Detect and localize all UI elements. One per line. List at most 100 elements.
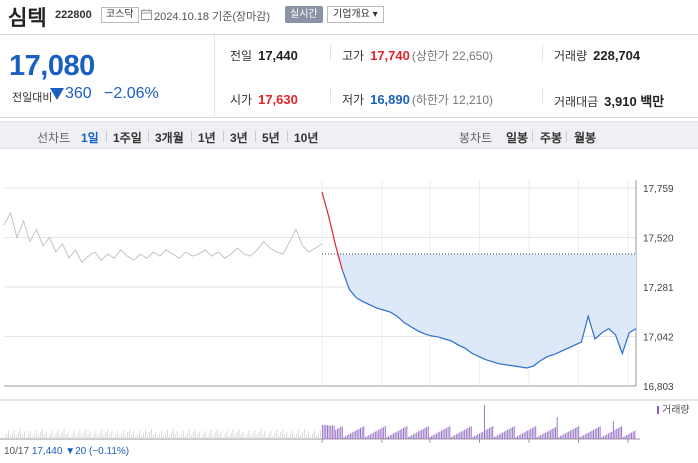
volume-bar-prev	[55, 433, 57, 439]
volume-bar-today	[584, 434, 586, 439]
volume-bar-today	[432, 435, 434, 439]
volume-bar-prev	[145, 429, 146, 439]
volume-bar-today	[459, 432, 461, 439]
volume-bar-today	[371, 433, 373, 439]
volume-bar-today	[500, 433, 502, 439]
prev-day-summary: 10/17 17,440 ▼20 (−0.11%)	[4, 446, 129, 457]
volume-bar-prev	[123, 429, 125, 439]
high-value: 17,740	[370, 48, 410, 63]
volume-bar-today	[617, 428, 619, 439]
volume-bar-prev	[99, 433, 101, 439]
volume-bar-prev	[254, 429, 256, 439]
volume-bar-today	[419, 430, 421, 439]
volume-bar-prev	[272, 436, 274, 439]
period-3y[interactable]: 3년	[230, 131, 248, 145]
volume-bar-today	[330, 425, 332, 439]
volume-bar-prev	[184, 436, 186, 439]
volume-bar-today	[331, 425, 333, 439]
period-daily-candle[interactable]: 일봉	[506, 131, 529, 145]
volume-bar-today	[358, 428, 360, 439]
divider	[566, 131, 567, 142]
volume-bar-today	[341, 426, 343, 439]
volume-bar-prev	[204, 430, 206, 439]
company-overview-button[interactable]: 기업개요 ▾	[327, 6, 384, 23]
volume-bar-prev	[248, 430, 250, 439]
volume-bar-today	[556, 417, 558, 439]
volume-bar-today	[627, 434, 629, 439]
volume-bar-prev	[155, 431, 156, 439]
volume-bar-today	[507, 429, 509, 439]
volume-bar-prev	[37, 435, 39, 439]
volume-bar-today	[538, 436, 540, 439]
volume-bar-today	[604, 435, 606, 439]
divider	[255, 131, 256, 142]
volume-bar-today	[447, 427, 449, 439]
period-1w[interactable]: 1주일	[113, 131, 142, 145]
volume-bar-today	[363, 426, 365, 439]
volume-bar-today	[518, 435, 520, 439]
volume-bar-prev	[69, 437, 71, 439]
volume-bar-today	[482, 431, 484, 439]
volume-bar-today	[619, 427, 621, 439]
volume-legend-swatch	[657, 406, 659, 414]
volume-bar-prev	[8, 430, 9, 439]
volume-bar-today	[416, 432, 418, 439]
period-10y[interactable]: 10년	[294, 131, 319, 145]
volume-bar-today	[353, 431, 355, 439]
volume-bar-today	[631, 432, 632, 439]
period-weekly-candle[interactable]: 주봉	[540, 131, 563, 145]
volume-bar-today	[414, 433, 416, 439]
volume-bar-today	[351, 432, 353, 439]
volume-bar-prev	[87, 434, 89, 439]
volume-bar-today	[442, 429, 444, 439]
volume-bar-today	[579, 437, 581, 439]
volume-bar-today	[444, 428, 446, 439]
volume-bar-prev	[29, 430, 31, 439]
volume-bar-today	[543, 433, 545, 439]
volume-bar-prev	[276, 429, 278, 439]
volume-bar-prev	[220, 431, 222, 439]
volume-bar-today	[586, 433, 588, 439]
volume-bar-today	[624, 436, 626, 439]
volume-bar-prev	[262, 434, 264, 439]
volume-bar-prev	[208, 433, 210, 439]
volume-bar-today	[502, 432, 504, 439]
volume-bar-today	[383, 427, 385, 439]
amount-value: 3,910 백만	[604, 94, 665, 109]
volume-bar-today	[350, 433, 352, 439]
volume-bar-prev	[176, 431, 178, 439]
volume-bar-today	[485, 429, 487, 439]
volume-legend: 거래량	[662, 404, 690, 416]
volume-bar-today	[609, 432, 611, 439]
volume-bar-today	[505, 430, 507, 439]
volume-bar-prev	[31, 436, 33, 439]
divider	[330, 45, 331, 61]
volume-bar-today	[434, 434, 436, 439]
y-tick-label: 17,281	[643, 283, 674, 294]
volume-bar-today	[333, 425, 335, 439]
period-1d[interactable]: 1일	[81, 131, 99, 145]
period-monthly-candle[interactable]: 월봉	[574, 131, 597, 145]
open-label: 시가	[230, 93, 253, 107]
volume-bar-prev	[4, 437, 5, 439]
volume-bar-prev	[143, 433, 144, 439]
volume-bar-today	[335, 429, 337, 439]
volume-bar-today	[545, 432, 547, 439]
period-5y[interactable]: 5년	[262, 131, 280, 145]
period-3m[interactable]: 3개월	[155, 131, 184, 145]
y-axis-labels: 17,759 17,520 17,281 17,042 16,803	[643, 184, 674, 393]
volume-label: 거래량	[554, 49, 588, 63]
volume-bar-today	[550, 429, 552, 439]
volume-bar-today	[388, 436, 390, 439]
volume-bar-prev	[27, 433, 29, 439]
period-1y[interactable]: 1년	[198, 131, 216, 145]
realtime-button[interactable]: 실시간	[285, 6, 323, 23]
volume-bar-today	[396, 431, 398, 439]
metric-open: 시가 17,630	[230, 91, 298, 108]
volume-bar-prev	[43, 434, 45, 439]
volume-bar-prev	[278, 435, 280, 439]
volume-bar-prev	[107, 429, 109, 439]
volume-bar-today	[365, 437, 366, 439]
volume-bar-today	[409, 436, 411, 439]
volume-bar-prev	[103, 435, 105, 439]
